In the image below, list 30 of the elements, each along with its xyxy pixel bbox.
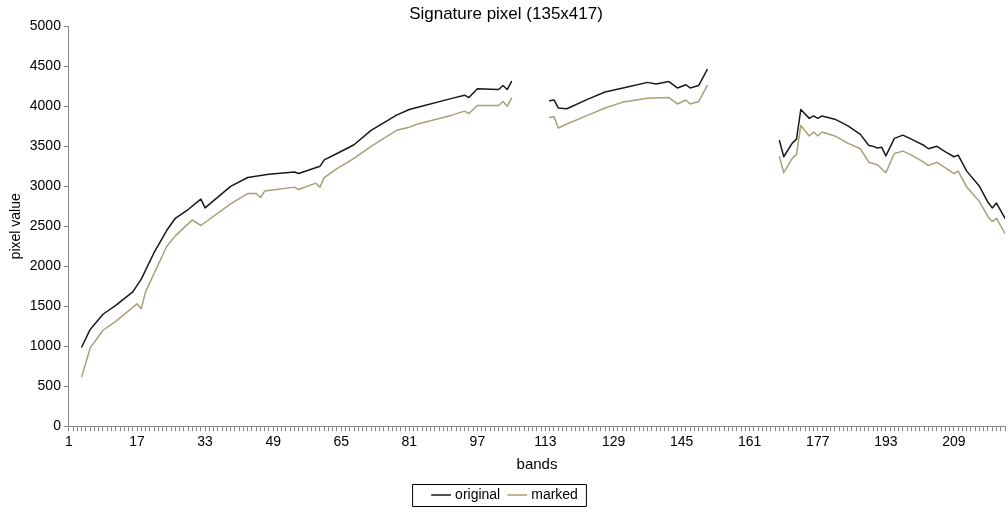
y-tick-label: 1500 xyxy=(29,297,62,314)
x-tick-label: 177 xyxy=(806,433,830,450)
y-tick-label: 3500 xyxy=(29,137,62,154)
y-tick-label: 2000 xyxy=(29,257,62,274)
x-tick-label: 65 xyxy=(333,433,350,450)
x-tick-label: 113 xyxy=(534,433,557,450)
x-tick-label: 129 xyxy=(601,433,626,450)
y-tick-label: 2500 xyxy=(29,217,62,234)
y-tick-label: 4000 xyxy=(29,97,62,114)
x-axis-title: bands xyxy=(516,455,558,473)
y-axis-title: pixel value xyxy=(7,193,24,260)
chart-title: Signature pixel (135x417) xyxy=(409,3,603,23)
x-tick-label: 193 xyxy=(874,433,898,450)
x-tick-label: 1 xyxy=(65,433,74,450)
y-tick-label: 3000 xyxy=(29,177,62,194)
x-tick-label: 49 xyxy=(265,433,282,450)
y-tick-label: 4500 xyxy=(29,57,62,74)
x-tick-label: 145 xyxy=(669,433,694,450)
y-tick-label: 1000 xyxy=(29,337,62,354)
x-tick-label: 17 xyxy=(129,433,146,450)
x-tick-label: 97 xyxy=(469,433,486,450)
legend-label: original xyxy=(455,485,501,502)
legend-label: marked xyxy=(531,485,578,502)
x-tick-label: 209 xyxy=(942,433,966,450)
x-tick-label: 161 xyxy=(738,433,762,450)
y-tick-label: 0 xyxy=(53,417,62,434)
x-tick-label: 33 xyxy=(197,433,214,450)
y-tick-label: 5000 xyxy=(29,17,62,34)
x-tick-label: 81 xyxy=(401,433,418,450)
y-tick-label: 500 xyxy=(37,377,62,394)
